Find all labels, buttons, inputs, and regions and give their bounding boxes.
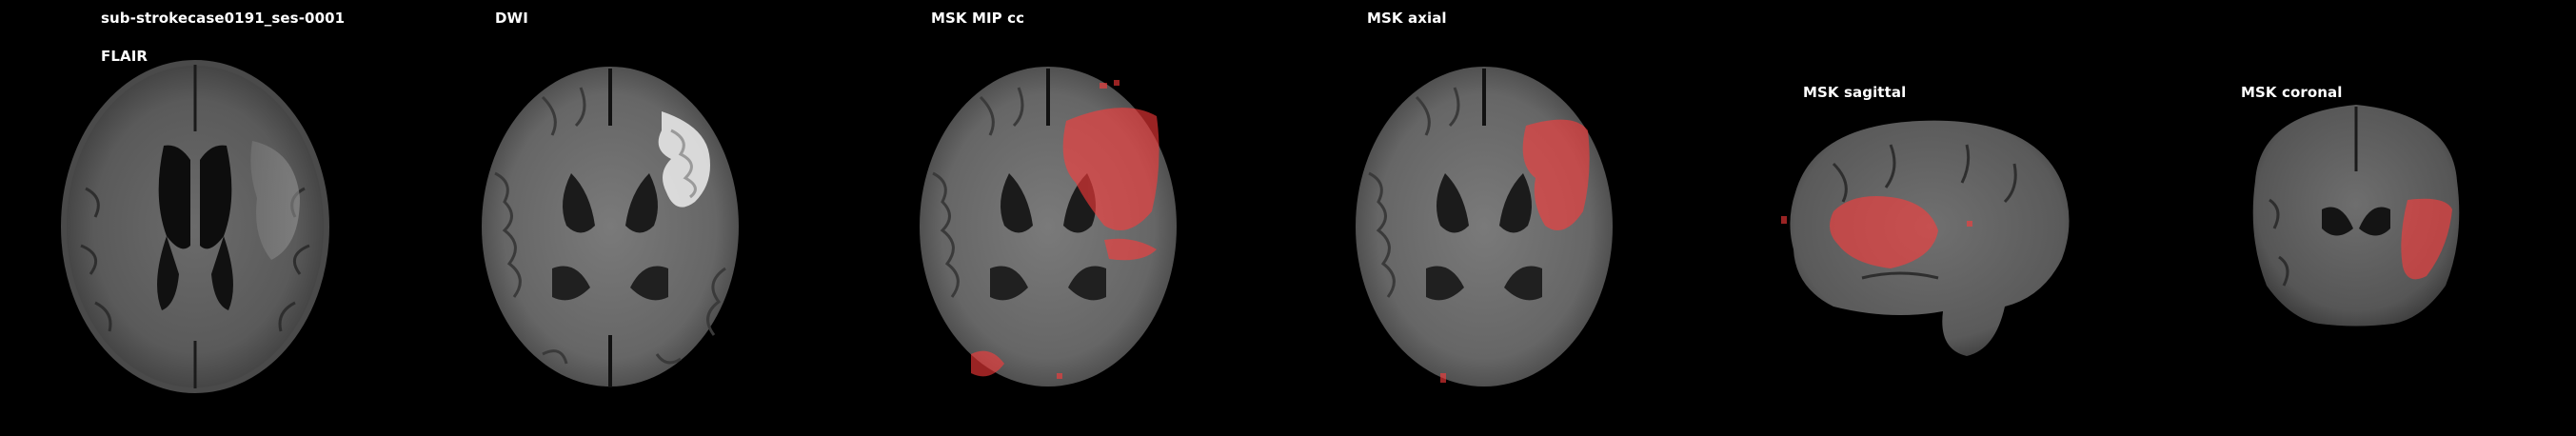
panel-title-msk-coronal: MSK coronal [2241,84,2343,101]
msk-axial-image [1350,59,1618,394]
panel-title-msk-mip-cc: MSK MIP cc [931,10,1025,27]
msk-mip-cc-image [914,59,1182,394]
panel-title-msk-axial: MSK axial [1367,10,1447,27]
subject-title: sub-strokecase0191_ses-0001 [101,10,346,27]
panel-title-flair: FLAIR [101,48,149,65]
flair-axial-image [57,55,333,398]
msk-coronal-image [2241,95,2471,328]
msk-sagittal-image [1776,107,2083,362]
panel-title-msk-sagittal: MSK sagittal [1803,84,1907,101]
panel-title-dwi: DWI [495,10,528,27]
dwi-axial-image [476,59,744,394]
